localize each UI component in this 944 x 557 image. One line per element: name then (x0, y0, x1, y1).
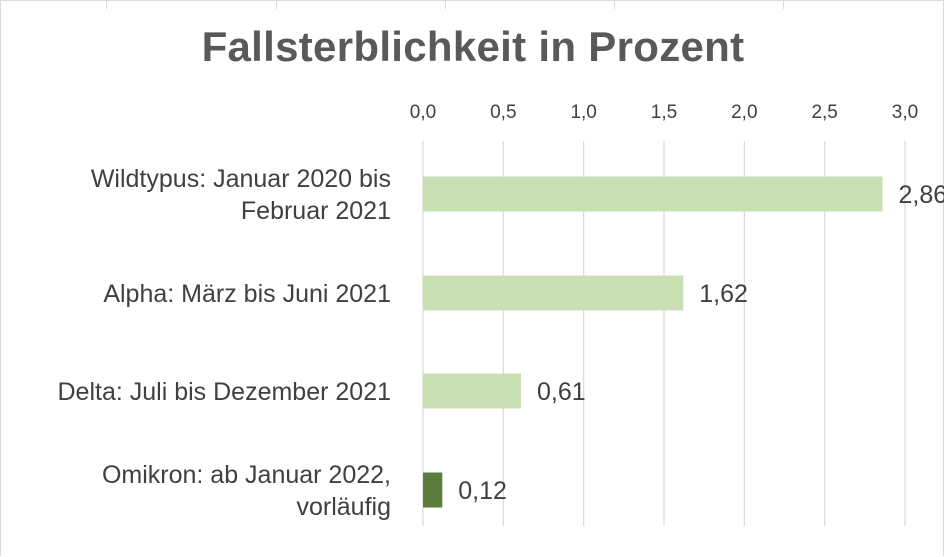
frame-tick (783, 1, 784, 9)
category-label: Wildtypus: Januar 2020 bis (91, 165, 391, 193)
chart-title: Fallsterblichkeit in Prozent (201, 23, 745, 70)
bar (423, 472, 443, 508)
x-tick-label: 0,5 (490, 102, 516, 123)
category-label: Omikron: ab Januar 2022, (102, 461, 391, 489)
bar (423, 373, 522, 409)
frame-tick (106, 1, 107, 9)
x-tick-label: 0,0 (410, 102, 436, 123)
bar (423, 275, 684, 311)
x-tick-label: 1,5 (651, 102, 677, 123)
category-label: Februar 2021 (241, 197, 391, 225)
category-label: Delta: Juli bis Dezember 2021 (58, 378, 392, 406)
x-tick-label: 1,0 (570, 102, 596, 123)
x-tick-label: 2,0 (731, 102, 757, 123)
category-label: vorläufig (297, 493, 392, 521)
x-tick-label: 2,5 (811, 102, 837, 123)
x-tick-label: 3,0 (892, 102, 918, 123)
category-label: Alpha: März bis Juni 2021 (103, 280, 391, 308)
frame-top-ticks (1, 1, 944, 9)
bar (423, 176, 883, 212)
data-label: 1,62 (699, 280, 748, 308)
frame-tick (614, 1, 615, 9)
frame-tick (445, 1, 446, 9)
data-label: 0,12 (458, 477, 507, 505)
data-label: 2,86 (899, 181, 944, 209)
data-label: 0,61 (537, 378, 586, 406)
frame-tick (276, 1, 277, 9)
